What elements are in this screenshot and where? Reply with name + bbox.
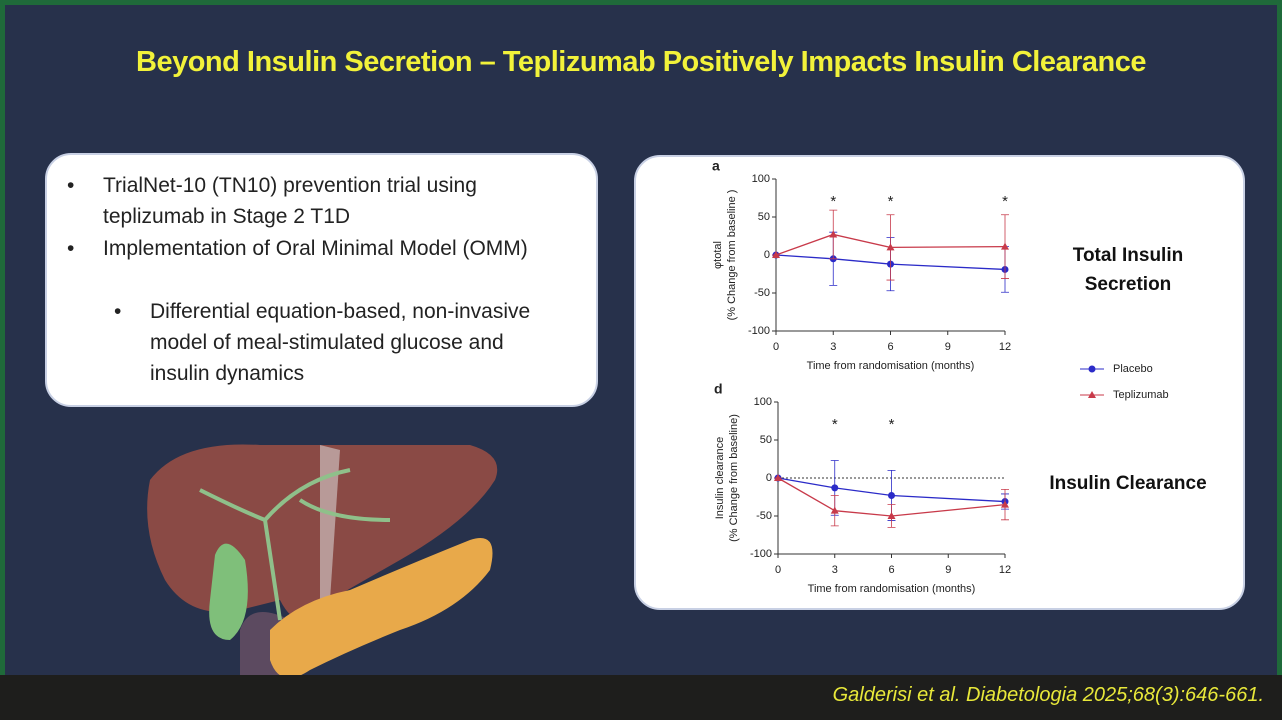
x-tick-label: 12 (999, 341, 1011, 353)
panel-label: Insulin Clearance (1049, 473, 1207, 494)
significance: * (889, 416, 895, 433)
bullet: Implementation of Oral Minimal Model (OM… (67, 233, 553, 264)
x-tick-label: 12 (999, 564, 1011, 576)
x-tick-label: 0 (775, 564, 781, 576)
marker (888, 491, 895, 499)
marker (774, 474, 782, 481)
footer-bar (0, 675, 1282, 720)
y-tick-label: 100 (752, 173, 770, 185)
citation: Galderisi et al. Diabetologia 2025;68(3)… (832, 684, 1264, 706)
y-axis-label: Insulin clearance (714, 437, 726, 520)
sub-bullet: Differential equation-based, non-invasiv… (114, 296, 550, 389)
ducts (199, 468, 391, 621)
significance: * (1002, 193, 1008, 210)
y-tick-label: 0 (766, 472, 772, 484)
y-axis-label: (% Change from baseline) (728, 414, 740, 542)
x-axis-label: Time from randomisation (months) (808, 583, 976, 595)
marker (772, 251, 780, 258)
legend-label: Placebo (1113, 363, 1153, 375)
pancreas (270, 538, 493, 678)
gallbladder (209, 543, 248, 640)
marker (829, 230, 838, 238)
x-axis-label: Time from randomisation (months) (807, 360, 975, 372)
y-tick-label: 100 (754, 396, 772, 408)
marker (887, 512, 896, 519)
series-line (775, 254, 1006, 271)
x-tick-label: 6 (887, 341, 893, 353)
legend-label: Teplizumab (1113, 389, 1169, 401)
bullet: TrialNet-10 (TN10) prevention trial usin… (67, 170, 553, 232)
y-tick-label: 50 (760, 434, 772, 446)
y-tick-label: -50 (754, 287, 770, 299)
series-line (775, 233, 1006, 256)
x-tick-label: 6 (888, 564, 894, 576)
y-axis-label: (% Change from baseline ) (726, 190, 738, 321)
marker (1001, 242, 1009, 250)
x-tick-label: 9 (945, 564, 951, 576)
panel-letter: d (714, 381, 723, 397)
marker (831, 484, 839, 492)
x-tick-label: 0 (773, 341, 779, 353)
marker (1001, 500, 1009, 508)
marker (1088, 365, 1096, 373)
y-tick-label: -100 (750, 548, 772, 560)
y-tick-label: 50 (758, 211, 770, 223)
significance: * (888, 193, 894, 210)
y-tick-label: -100 (748, 325, 770, 337)
figure-box (634, 155, 1245, 610)
panel-letter: a (712, 158, 720, 174)
marker (830, 506, 839, 514)
panel-label: Total Insulin Secretion (1072, 245, 1184, 295)
x-tick-label: 3 (832, 564, 838, 576)
marker (1088, 391, 1096, 398)
significance: * (832, 416, 838, 433)
y-axis-label: φtotal (712, 241, 724, 269)
slide-title: Beyond Insulin Secretion – Teplizumab Po… (136, 46, 1146, 78)
series-line (777, 477, 1006, 517)
ligament (320, 445, 340, 600)
significance: * (830, 193, 836, 210)
x-tick-label: 9 (945, 341, 951, 353)
series-line (777, 477, 1006, 503)
y-tick-label: -50 (756, 510, 772, 522)
y-tick-label: 0 (764, 249, 770, 261)
marker (886, 243, 895, 251)
x-tick-label: 3 (830, 341, 836, 353)
